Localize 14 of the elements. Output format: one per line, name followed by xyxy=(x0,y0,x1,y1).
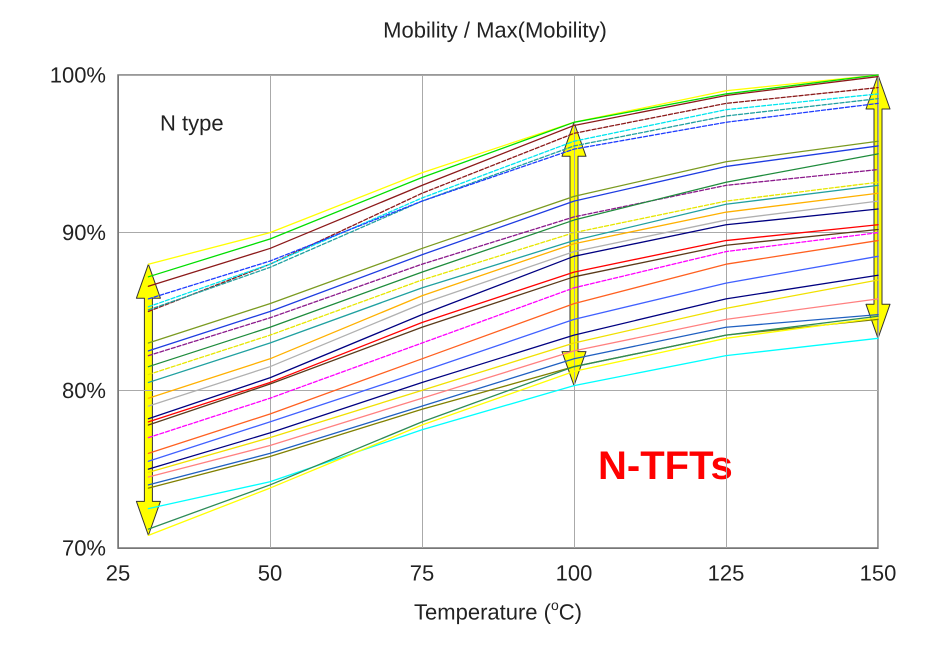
line-series xyxy=(148,338,879,510)
x-tick-label: 150 xyxy=(860,560,896,586)
y-tick-label: 80% xyxy=(62,378,106,403)
chart-title: Mobility / Max(Mobility) xyxy=(383,18,607,42)
x-tick-label: 75 xyxy=(410,560,434,586)
x-tick-label: 100 xyxy=(556,560,592,586)
x-tick-label: 25 xyxy=(106,560,130,586)
annotation: N-TFTs xyxy=(598,444,733,488)
x-tick-label: 125 xyxy=(708,560,744,586)
y-tick-label: 70% xyxy=(62,536,106,560)
y-tick-label: 90% xyxy=(62,220,106,246)
y-tick-label: 100% xyxy=(50,62,106,88)
annotation: N type xyxy=(160,110,224,136)
x-tick-label: 50 xyxy=(258,560,282,586)
